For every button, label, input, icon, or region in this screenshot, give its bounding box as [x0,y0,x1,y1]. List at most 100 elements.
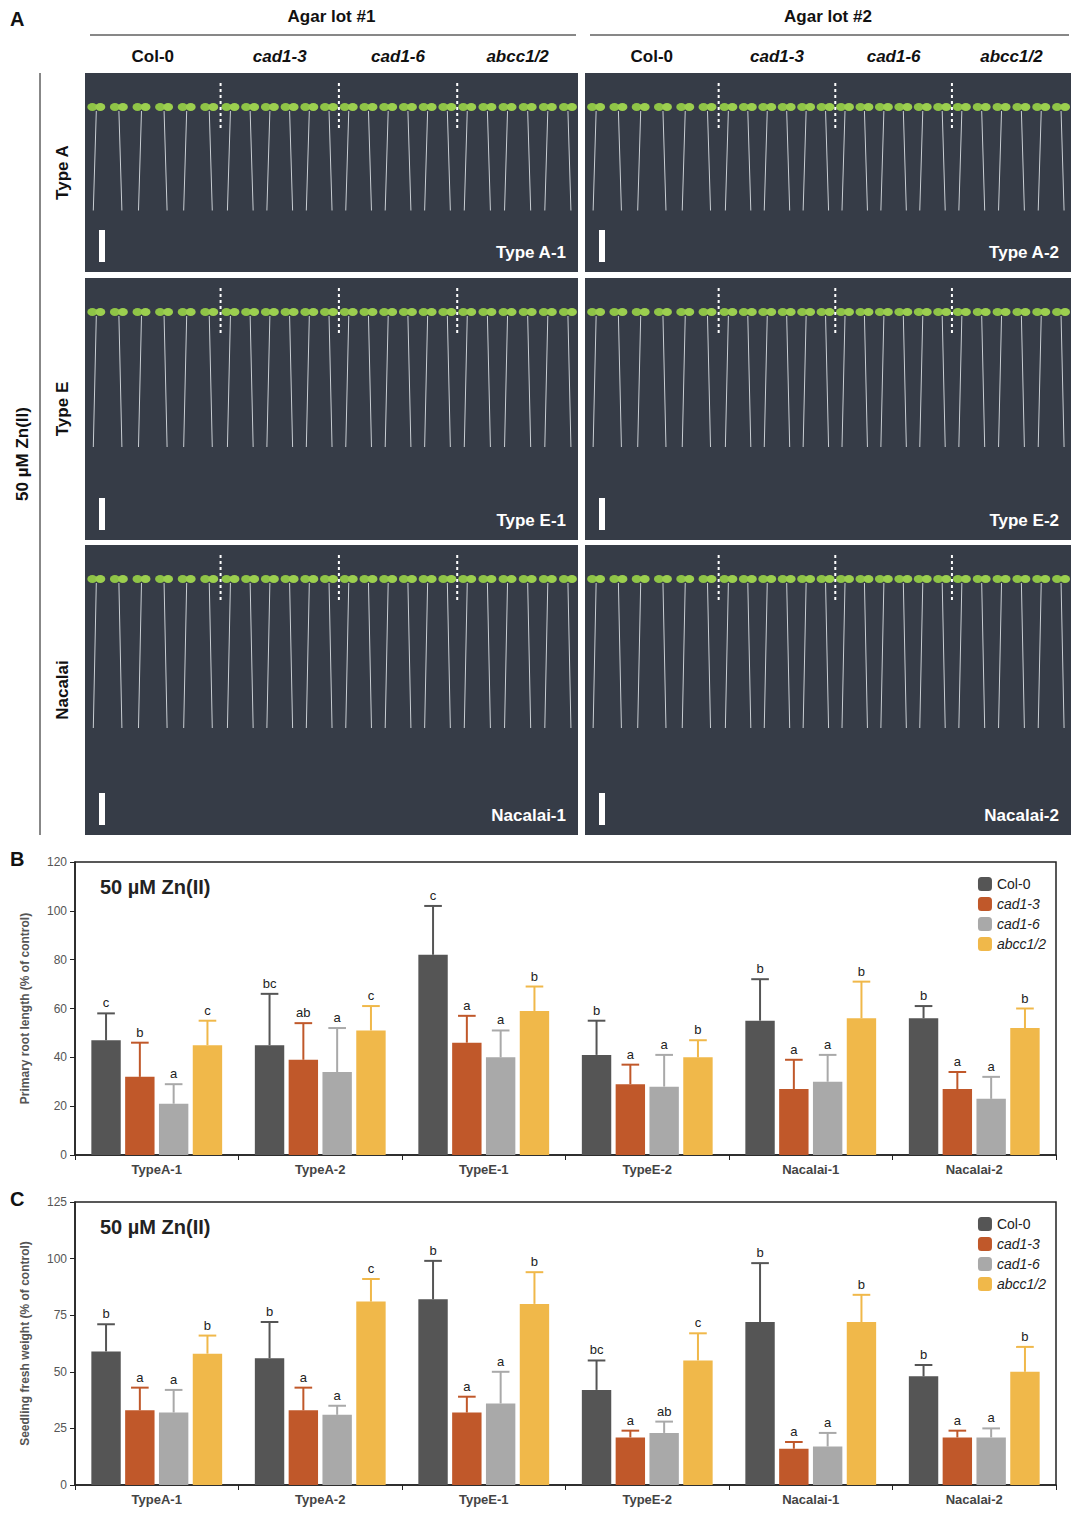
svg-text:a: a [497,1012,505,1027]
svg-text:Nacalai-2: Nacalai-2 [984,806,1059,825]
svg-text:100: 100 [47,1252,67,1266]
svg-text:Col-0: Col-0 [132,47,175,66]
svg-text:a: a [954,1413,962,1428]
svg-text:Nacalai-2: Nacalai-2 [946,1492,1003,1507]
svg-text:50 µM Zn(II): 50 µM Zn(II) [100,876,210,898]
svg-text:120: 120 [47,855,67,869]
svg-text:40: 40 [54,1050,68,1064]
svg-text:Primary root length (% of cont: Primary root length (% of control) [18,913,32,1104]
svg-text:75: 75 [54,1308,68,1322]
svg-text:a: a [170,1372,178,1387]
svg-text:TypeA-1: TypeA-1 [132,1492,182,1507]
svg-text:b: b [1021,991,1028,1006]
svg-text:cad1-6: cad1-6 [371,47,425,66]
svg-text:b: b [694,1022,701,1037]
svg-text:b: b [858,964,865,979]
svg-text:b: b [593,1003,600,1018]
svg-text:80: 80 [54,953,68,967]
svg-text:cad1-6: cad1-6 [997,916,1040,932]
svg-text:a: a [790,1042,798,1057]
svg-text:Type A: Type A [53,145,72,200]
svg-text:c: c [430,888,437,903]
svg-text:abcc1/2: abcc1/2 [980,47,1043,66]
svg-text:abcc1/2: abcc1/2 [997,1276,1046,1292]
svg-text:b: b [531,1254,538,1269]
svg-text:b: b [531,969,538,984]
svg-text:a: a [824,1037,832,1052]
svg-text:a: a [136,1370,144,1385]
svg-text:b: b [204,1318,211,1333]
svg-text:A: A [10,8,24,30]
svg-text:cad1-3: cad1-3 [997,896,1040,912]
svg-text:a: a [334,1388,342,1403]
svg-text:b: b [1021,1329,1028,1344]
svg-text:c: c [368,1261,375,1276]
svg-text:a: a [661,1037,669,1052]
svg-text:Nacalai-1: Nacalai-1 [782,1162,839,1177]
svg-text:50 µM Zn(II): 50 µM Zn(II) [13,407,32,501]
svg-text:b: b [429,1243,436,1258]
svg-text:Type A-1: Type A-1 [496,243,566,262]
svg-text:c: c [368,988,375,1003]
svg-text:TypeA-2: TypeA-2 [295,1162,345,1177]
svg-text:TypeE-2: TypeE-2 [622,1162,672,1177]
svg-text:b: b [756,1245,763,1260]
svg-text:abcc1/2: abcc1/2 [486,47,549,66]
svg-text:Nacalai-1: Nacalai-1 [782,1492,839,1507]
svg-text:Agar lot #2: Agar lot #2 [784,7,872,26]
svg-text:Agar lot #1: Agar lot #1 [288,7,376,26]
svg-text:a: a [790,1424,798,1439]
svg-text:a: a [463,1379,471,1394]
svg-text:c: c [103,995,110,1010]
svg-text:a: a [627,1413,635,1428]
svg-text:b: b [266,1304,273,1319]
svg-text:20: 20 [54,1099,68,1113]
svg-text:a: a [300,1370,308,1385]
svg-text:a: a [954,1054,962,1069]
svg-text:b: b [136,1025,143,1040]
svg-text:a: a [334,1010,342,1025]
svg-text:50: 50 [54,1365,68,1379]
svg-text:60: 60 [54,1002,68,1016]
svg-text:TypeA-1: TypeA-1 [132,1162,182,1177]
svg-text:TypeA-2: TypeA-2 [295,1492,345,1507]
svg-text:Col-0: Col-0 [997,876,1031,892]
svg-text:cad1-3: cad1-3 [253,47,307,66]
svg-text:a: a [988,1059,996,1074]
svg-text:ab: ab [657,1404,671,1419]
svg-text:bc: bc [263,976,277,991]
svg-text:a: a [170,1066,178,1081]
svg-text:a: a [627,1047,635,1062]
svg-text:TypeE-1: TypeE-1 [459,1162,509,1177]
svg-text:Type E: Type E [53,382,72,436]
svg-text:a: a [988,1410,996,1425]
svg-text:50 µM Zn(II): 50 µM Zn(II) [100,1216,210,1238]
svg-text:c: c [695,1315,702,1330]
svg-text:25: 25 [54,1421,68,1435]
svg-text:a: a [497,1354,505,1369]
svg-text:cad1-6: cad1-6 [867,47,921,66]
svg-text:Col-0: Col-0 [631,47,674,66]
svg-text:Type E-2: Type E-2 [989,511,1059,530]
svg-text:b: b [920,1347,927,1362]
svg-text:Nacalai-1: Nacalai-1 [491,806,566,825]
svg-text:c: c [204,1003,211,1018]
svg-text:125: 125 [47,1195,67,1209]
svg-text:b: b [920,988,927,1003]
svg-text:abcc1/2: abcc1/2 [997,936,1046,952]
svg-text:0: 0 [60,1148,67,1162]
svg-text:Nacalai-2: Nacalai-2 [946,1162,1003,1177]
svg-text:Col-0: Col-0 [997,1216,1031,1232]
svg-text:100: 100 [47,904,67,918]
svg-text:cad1-6: cad1-6 [997,1256,1040,1272]
svg-text:cad1-3: cad1-3 [750,47,804,66]
svg-text:b: b [102,1306,109,1321]
svg-text:a: a [463,998,471,1013]
svg-text:Seedling fresh weight (% of co: Seedling fresh weight (% of control) [18,1241,32,1446]
svg-text:cad1-3: cad1-3 [997,1236,1040,1252]
svg-text:bc: bc [590,1342,604,1357]
svg-text:Nacalai: Nacalai [53,660,72,720]
svg-text:b: b [756,961,763,976]
svg-text:ab: ab [296,1005,310,1020]
svg-text:0: 0 [60,1478,67,1492]
